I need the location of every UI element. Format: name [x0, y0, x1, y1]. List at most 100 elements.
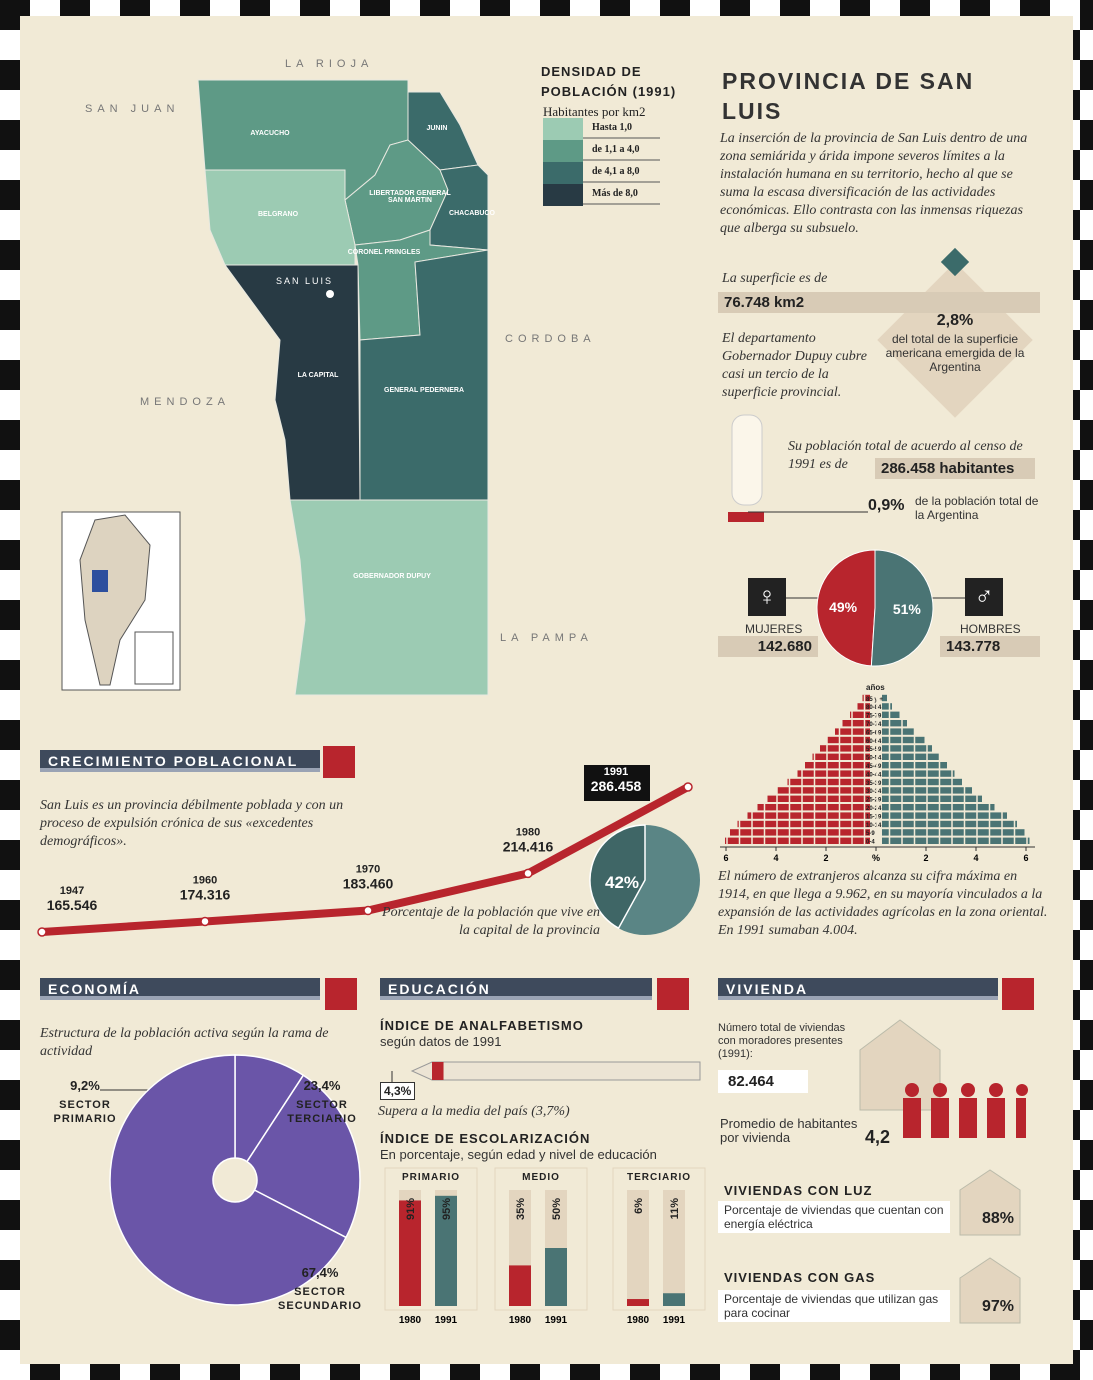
- age-label: 75-79: [866, 714, 882, 720]
- age-label: 0-4: [866, 840, 875, 846]
- bar: [545, 1248, 567, 1306]
- border: [0, 0, 1093, 16]
- value-label: 214.416: [503, 838, 554, 854]
- poblacion-share-text: de la población total de la Argentina: [915, 494, 1039, 522]
- analf-label: 4,3%: [380, 1082, 416, 1100]
- superficie-label: La superficie es de: [722, 271, 828, 286]
- bar: [399, 1200, 421, 1306]
- poblacion-share: 0,9%: [868, 497, 905, 514]
- age-label: 40-44: [866, 772, 882, 778]
- year-label: 1980: [627, 1315, 650, 1326]
- sector-name: SECTOR TERCIARIO: [287, 1099, 357, 1125]
- age-label: 85 y +: [866, 697, 883, 703]
- person-figure: [731, 414, 763, 506]
- pyramid-bar: [882, 778, 962, 786]
- section-header: CRECIMIENTO POBLACIONAL: [40, 750, 320, 772]
- x-tick-label: 4: [773, 853, 778, 863]
- legend-label: de 1,1 a 4,0: [592, 144, 640, 155]
- bar-label: 6%: [633, 1198, 645, 1214]
- pyramid-bar: [767, 795, 870, 802]
- border: [0, 1364, 1093, 1380]
- pyramid-bar: [777, 787, 870, 794]
- gas-text: Porcentaje de viviendas que utilizan gas…: [718, 1290, 950, 1322]
- department-label: BELGRANO: [257, 211, 299, 218]
- luz-title: VIVIENDAS CON LUZ: [724, 1183, 873, 1198]
- section-header: EDUCACIÓN: [380, 978, 652, 1000]
- total-value: 82.464: [718, 1070, 808, 1093]
- bar-label: 95%: [441, 1198, 453, 1220]
- bar: [435, 1195, 457, 1306]
- escol-sub: En porcentaje, según edad y nivel de edu…: [380, 1147, 657, 1162]
- luz-text: Porcentaje de viviendas que cuentan con …: [718, 1201, 950, 1233]
- donut-slice: [109, 1054, 348, 1306]
- intro: La inserción de la provincia de San Luis…: [720, 131, 1028, 236]
- pyramid-bar: [882, 770, 955, 777]
- value-label: 165.546: [47, 897, 98, 913]
- pyramid-bar: [882, 837, 1030, 844]
- value-label: 183.460: [343, 876, 394, 892]
- analf-mark: [432, 1062, 444, 1080]
- age-label: 30-34: [866, 789, 882, 795]
- year-label: 1947: [60, 885, 84, 897]
- x-tick-label: 2: [923, 853, 928, 863]
- age-label: 5-9: [866, 831, 875, 837]
- legend-swatch: [543, 184, 583, 206]
- share-value: 2,8%: [936, 312, 974, 329]
- pyramid-bar: [882, 711, 900, 718]
- neighbor-label: CORDOBA: [505, 333, 596, 345]
- prom-text: Promedio de habitantes por vivienda: [720, 1116, 858, 1145]
- total: 143.778: [940, 636, 1040, 657]
- group-panel: [612, 1167, 706, 1311]
- analf-title: ÍNDICE DE ANALFABETISMO: [380, 1018, 584, 1033]
- pyramid-bar: [737, 820, 870, 828]
- neighbor-label: MENDOZA: [140, 396, 230, 408]
- legend-swatch: [543, 162, 583, 184]
- year-label: 1960: [193, 874, 217, 886]
- department-label: GOBERNADOR DUPUY: [353, 573, 431, 580]
- section-header: ECONOMÍA: [40, 978, 320, 1000]
- analf-note: Supera a la media del país (3,7%): [378, 1104, 570, 1119]
- sector-value: 23,4%: [303, 1078, 341, 1093]
- male-icon: [965, 578, 1003, 616]
- pyramid-bar: [827, 736, 870, 744]
- year-label: 1991: [663, 1315, 686, 1326]
- department-label: JUNIN: [426, 125, 448, 132]
- pyramid-bar: [812, 753, 870, 760]
- neighbor-label: SAN JUAN: [85, 103, 180, 115]
- superficie-value: 76.748 km2: [718, 292, 1040, 313]
- age-label: 20-24: [866, 806, 882, 812]
- department-label: AYACUCHO: [250, 130, 290, 137]
- border: [1073, 0, 1093, 1380]
- bar-label: 50%: [551, 1198, 563, 1220]
- x-tick-label: 6: [723, 853, 728, 863]
- legend-entry: HOMBRES: [960, 622, 1021, 636]
- pie-slice: [870, 549, 934, 667]
- pyramid-bar: [882, 703, 892, 710]
- bar: [627, 1299, 649, 1306]
- year-label: 1991: [604, 766, 628, 778]
- group-name: MEDIO: [522, 1172, 560, 1183]
- data-point: [200, 916, 210, 927]
- pyramid-bar: [747, 812, 870, 819]
- total: 142.680: [718, 636, 818, 657]
- bar-label: 11%: [669, 1198, 681, 1220]
- legend-swatch: [543, 118, 583, 140]
- pie-label: 51%: [893, 601, 922, 617]
- bar-label: 35%: [515, 1198, 527, 1220]
- department: [204, 169, 356, 266]
- prom-value: 4,2: [865, 1127, 891, 1147]
- pyramid-bar: [882, 694, 887, 702]
- pencil: [410, 1061, 701, 1081]
- gas-value: 97%: [982, 1298, 1015, 1315]
- house-icon: [859, 1019, 941, 1111]
- economia-text: Estructura de la población activa según …: [40, 1026, 329, 1059]
- data-point: [363, 905, 373, 916]
- department: [224, 264, 361, 501]
- data-point: [683, 782, 693, 792]
- age-label: 80-84: [866, 705, 882, 711]
- border: [0, 0, 20, 1380]
- bar-bg: [627, 1190, 649, 1306]
- label-box: [584, 765, 650, 801]
